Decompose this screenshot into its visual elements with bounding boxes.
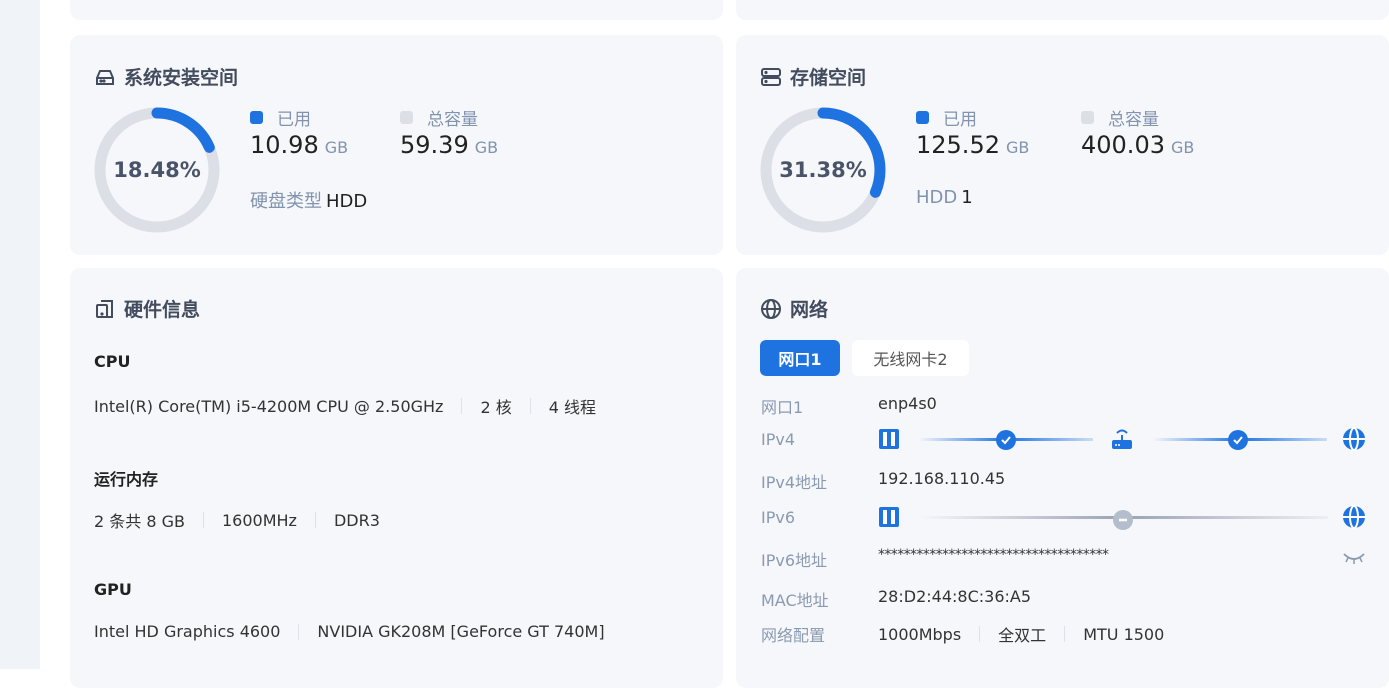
total-value: 59.39 GB <box>400 131 499 159</box>
hdd-count: HDD 1 <box>916 187 973 208</box>
card-title: 硬件信息 <box>94 295 200 322</box>
ipv4-address-value: 192.168.110.45 <box>878 469 1006 488</box>
memory-info: 2 条共 8 GB 1600MHz DDR3 <box>94 510 380 532</box>
donut-arc <box>94 107 220 233</box>
network-card-icon <box>879 429 899 449</box>
hardware-card: 硬件信息 CPU Intel(R) Core(TM) i5-4200M CPU … <box>70 268 723 688</box>
total-legend: 总容量 <box>400 105 478 130</box>
gpu-info: Intel HD Graphics 4600 NVIDIA GK208M [GeF… <box>94 622 605 641</box>
globe-icon <box>761 298 781 319</box>
gpu-heading: GPU <box>94 580 132 599</box>
tab-wireless-2[interactable]: 无线网卡2 <box>852 340 969 376</box>
used-value: 125.52 GB <box>916 131 1030 159</box>
server-icon <box>761 67 781 86</box>
storage-card: 存储空间 31.38% 已用 总容量 125.52 GB 400.03 GB HDD… <box>736 35 1389 255</box>
config-value: 1000Mbps 全双工 MTU 1500 <box>878 624 1165 646</box>
cpu-heading: CPU <box>94 352 131 371</box>
check-circle-icon <box>1228 430 1248 450</box>
title-text: 系统安装空间 <box>124 67 239 89</box>
title-text: 网络 <box>790 299 829 321</box>
minus-circle-icon <box>1113 510 1133 530</box>
sidebar-strip <box>0 0 40 669</box>
card-title: 存储空间 <box>760 63 866 90</box>
usage-donut: 18.48% <box>93 106 221 234</box>
ipv6-label: IPv6 <box>761 508 796 527</box>
used-value: 10.98 GB <box>250 131 349 159</box>
used-legend: 已用 <box>250 105 311 130</box>
internet-globe-icon <box>1343 427 1365 451</box>
total-legend: 总容量 <box>1081 105 1159 130</box>
usage-donut: 31.38% <box>759 106 887 234</box>
ipv4-label: IPv4 <box>761 430 796 449</box>
card-title: 网络 <box>760 295 828 322</box>
install-space-card: 系统安装空间 18.48% 已用 总容量 10.98 GB 59.39 GB 硬盘类… <box>70 35 723 255</box>
ipv6-address-value: ************************************ <box>878 547 1109 563</box>
ipv4-address-label: IPv4地址 <box>761 473 828 492</box>
device-icon <box>96 299 113 318</box>
router-icon <box>1112 429 1132 449</box>
card-title: 系统安装空间 <box>94 63 238 90</box>
config-label: 网络配置 <box>761 626 826 645</box>
usage-percent: 31.38% <box>779 158 867 182</box>
hard-drive-icon <box>96 69 114 85</box>
mac-value: 28:D2:44:8C:36:A5 <box>878 587 1032 606</box>
port-value: enp4s0 <box>878 394 937 413</box>
internet-globe-icon <box>1343 505 1365 529</box>
memory-heading: 运行内存 <box>94 470 159 489</box>
total-value: 400.03 GB <box>1081 131 1195 159</box>
usage-percent: 18.48% <box>113 158 201 182</box>
used-legend: 已用 <box>916 105 977 130</box>
tab-port-1[interactable]: 网口1 <box>760 340 840 376</box>
eye-closed-icon[interactable] <box>1342 550 1366 566</box>
ipv6-address-label: IPv6地址 <box>761 551 828 570</box>
cpu-info: Intel(R) Core(TM) i5-4200M CPU @ 2.50GHz… <box>94 396 597 418</box>
top-card-left <box>70 0 723 20</box>
mac-label: MAC地址 <box>761 591 829 610</box>
title-text: 硬件信息 <box>124 299 201 321</box>
top-card-right <box>736 0 1389 20</box>
disk-type: 硬盘类型 HDD <box>250 191 368 212</box>
network-card-icon <box>879 507 899 527</box>
donut-arc <box>760 107 886 233</box>
port-label: 网口1 <box>761 398 804 417</box>
network-card: 网络 网口1 无线网卡2 网口1 enp4s0 IPv4 IPv4地址 192.… <box>736 268 1389 688</box>
check-circle-icon <box>996 430 1016 450</box>
title-text: 存储空间 <box>790 67 867 89</box>
